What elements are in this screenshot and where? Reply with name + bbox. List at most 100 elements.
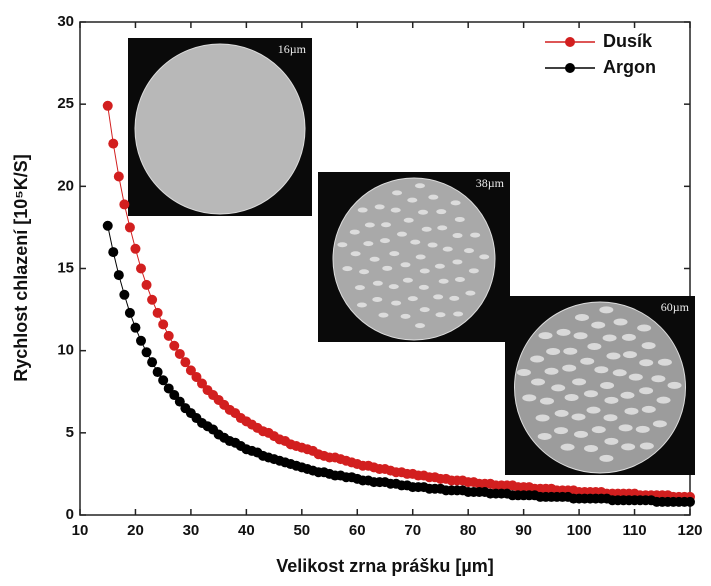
- grain: [604, 437, 619, 445]
- grain: [584, 445, 599, 453]
- y-tick-label: 25: [57, 95, 74, 112]
- grain: [400, 313, 411, 319]
- grain: [454, 277, 465, 283]
- data-point: [136, 263, 146, 274]
- y-tick-label: 5: [66, 424, 74, 441]
- x-tick-label: 80: [460, 522, 477, 539]
- grain: [435, 312, 446, 318]
- grain: [551, 384, 566, 392]
- data-point: [113, 171, 124, 182]
- grain: [433, 294, 444, 300]
- grain: [594, 366, 609, 374]
- x-tick-label: 70: [404, 522, 421, 539]
- data-point: [180, 357, 191, 368]
- data-point: [108, 138, 119, 149]
- data-point: [169, 390, 180, 401]
- x-tick-label: 110: [622, 522, 646, 539]
- grain: [442, 246, 453, 252]
- grain: [657, 358, 672, 366]
- grain: [382, 265, 393, 271]
- grain: [356, 302, 367, 308]
- grain: [613, 318, 628, 326]
- grain: [522, 394, 537, 402]
- grain: [381, 222, 392, 228]
- data-point: [158, 375, 169, 386]
- grain: [574, 430, 589, 438]
- grain: [556, 328, 571, 336]
- grain: [392, 190, 403, 196]
- grain: [651, 375, 666, 383]
- grain: [452, 233, 463, 239]
- grain: [516, 368, 531, 376]
- y-tick-label: 15: [57, 259, 74, 276]
- grain: [586, 406, 601, 414]
- grain: [437, 225, 448, 231]
- grain: [621, 443, 636, 451]
- grain: [599, 306, 614, 314]
- grain: [606, 352, 621, 360]
- grain: [639, 359, 654, 367]
- data-point: [152, 367, 163, 378]
- y-tick-label: 30: [57, 13, 74, 30]
- grain: [624, 407, 639, 415]
- y-axis-label: Rychlost chlazení [10⁵K/S]: [11, 154, 31, 382]
- grain: [453, 311, 464, 317]
- grain: [539, 397, 554, 405]
- grain: [580, 357, 595, 365]
- grain: [554, 427, 569, 435]
- data-point: [130, 243, 141, 254]
- grain: [641, 342, 656, 350]
- y-tick-label: 0: [66, 506, 74, 523]
- grain: [602, 334, 617, 342]
- grain: [600, 382, 615, 389]
- grain: [530, 355, 545, 363]
- grain: [599, 454, 614, 462]
- data-point: [158, 319, 169, 330]
- data-point: [163, 383, 174, 394]
- grain: [538, 332, 553, 340]
- data-point: [169, 340, 180, 351]
- micrograph-inset: 38µm: [318, 172, 510, 342]
- grain: [573, 332, 588, 340]
- x-tick-label: 60: [349, 522, 366, 539]
- x-tick-label: 40: [238, 522, 255, 539]
- grain: [357, 207, 368, 213]
- grain: [554, 409, 569, 417]
- grain: [421, 226, 432, 232]
- grain: [379, 238, 390, 244]
- grain: [591, 321, 606, 329]
- grain: [639, 387, 654, 395]
- grain: [635, 425, 650, 433]
- legend-label: Dusík: [603, 31, 653, 51]
- grain: [419, 307, 430, 313]
- grain: [612, 369, 627, 377]
- grain: [415, 323, 426, 329]
- grain: [427, 242, 438, 248]
- grain: [465, 290, 476, 296]
- data-point: [124, 307, 135, 318]
- grain: [535, 414, 550, 422]
- grain: [390, 207, 401, 213]
- grain: [531, 378, 546, 386]
- grain: [342, 266, 353, 272]
- grain: [603, 414, 618, 422]
- data-point: [152, 307, 163, 318]
- data-point: [124, 222, 135, 233]
- data-point: [119, 289, 130, 300]
- x-tick-label: 50: [293, 522, 310, 539]
- x-axis-label: Velikost zrna prášku [µm]: [276, 556, 493, 576]
- grain: [537, 432, 552, 440]
- data-point: [147, 357, 158, 368]
- grain: [560, 443, 575, 451]
- grain: [562, 364, 577, 372]
- grain: [667, 381, 682, 389]
- grain: [388, 284, 399, 290]
- grain: [544, 367, 559, 375]
- grain: [337, 242, 348, 248]
- grain: [374, 204, 385, 210]
- data-point: [130, 322, 141, 333]
- grain: [470, 232, 481, 238]
- grain: [372, 280, 383, 286]
- data-point: [191, 371, 202, 382]
